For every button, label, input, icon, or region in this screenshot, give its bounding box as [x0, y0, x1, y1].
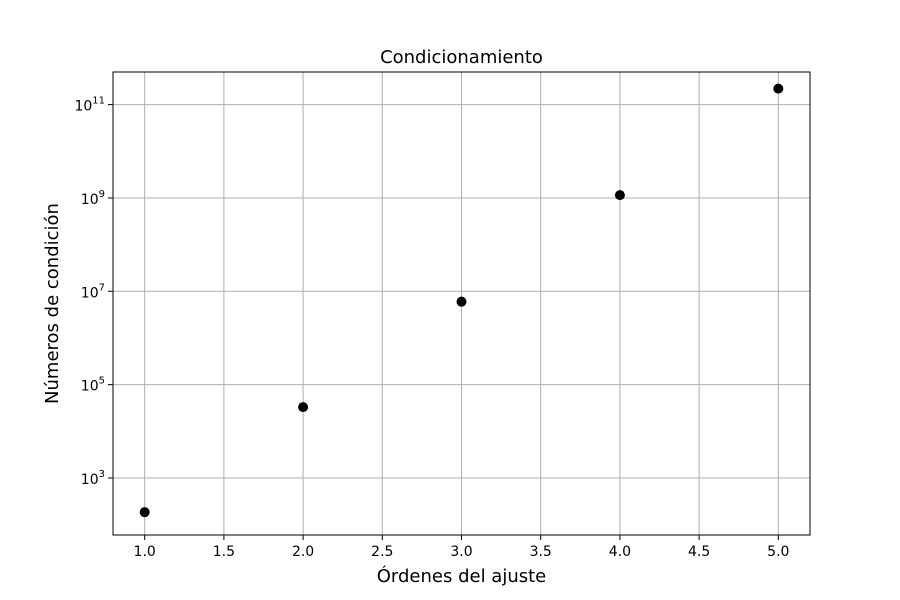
x-tick-label: 1.0: [134, 544, 156, 560]
x-tick-label: 4.0: [609, 544, 631, 560]
y-tick-label: 103: [81, 469, 105, 488]
data-points: [139, 83, 784, 518]
y-tick-label: 1011: [74, 96, 105, 115]
x-tick-label: 5.0: [767, 544, 789, 560]
x-tick-label: 2.0: [292, 544, 314, 560]
y-tick-label: 105: [81, 376, 105, 395]
x-axis-label: Órdenes del ajuste: [377, 565, 547, 587]
x-tick-label: 3.5: [530, 544, 552, 560]
y-tick-label: 109: [81, 189, 105, 208]
chart-title: Condicionamiento: [380, 47, 543, 68]
y-tick-label: 107: [81, 282, 105, 301]
x-tick-label: 4.5: [688, 544, 710, 560]
data-point: [298, 402, 309, 413]
data-point: [773, 83, 784, 94]
y-axis-label: Números de condición: [42, 203, 63, 404]
x-tick-label: 3.0: [450, 544, 472, 560]
x-tick-label: 1.5: [213, 544, 235, 560]
data-point: [614, 190, 625, 201]
data-point: [139, 507, 150, 518]
data-point: [456, 296, 467, 307]
axis-ticks: 1.0 1.5 2.0 2.5 3.0 3.5 4.0 4.5 5.0 103 105 107 109 1…: [74, 96, 789, 560]
x-tick-label: 2.5: [371, 544, 393, 560]
